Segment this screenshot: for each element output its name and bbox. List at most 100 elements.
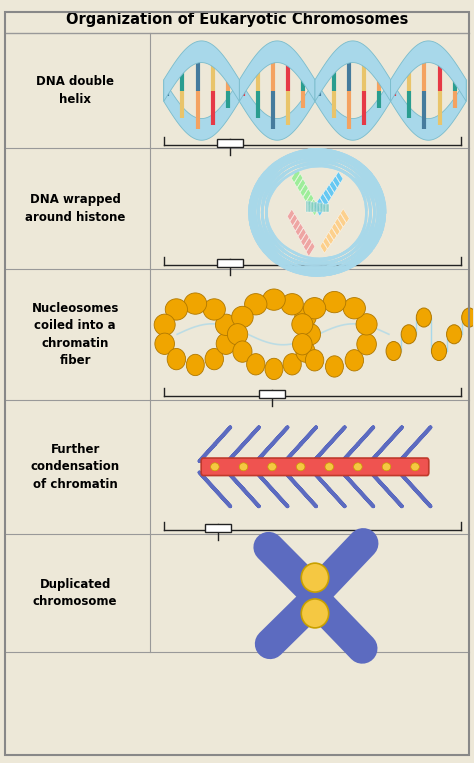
- Ellipse shape: [292, 314, 313, 335]
- Ellipse shape: [462, 308, 474, 327]
- Text: Organization of Eukaryotic Chromosomes: Organization of Eukaryotic Chromosomes: [66, 12, 408, 27]
- Polygon shape: [200, 472, 230, 507]
- Ellipse shape: [357, 333, 376, 355]
- Ellipse shape: [416, 308, 431, 327]
- Polygon shape: [317, 198, 325, 211]
- Ellipse shape: [239, 463, 248, 471]
- Polygon shape: [306, 243, 315, 256]
- Polygon shape: [314, 472, 345, 507]
- Ellipse shape: [281, 294, 303, 315]
- Polygon shape: [285, 472, 316, 507]
- Polygon shape: [343, 427, 373, 461]
- Polygon shape: [329, 227, 337, 240]
- Ellipse shape: [323, 291, 346, 313]
- Polygon shape: [309, 201, 311, 212]
- Polygon shape: [335, 218, 343, 231]
- Ellipse shape: [245, 294, 267, 315]
- Polygon shape: [329, 180, 337, 192]
- Ellipse shape: [343, 298, 365, 319]
- Ellipse shape: [165, 299, 188, 320]
- Polygon shape: [337, 214, 346, 227]
- Ellipse shape: [386, 342, 401, 361]
- Ellipse shape: [296, 463, 305, 471]
- Polygon shape: [320, 203, 323, 212]
- Ellipse shape: [326, 356, 344, 377]
- Polygon shape: [200, 427, 230, 461]
- Polygon shape: [239, 79, 315, 140]
- Ellipse shape: [305, 349, 324, 371]
- Polygon shape: [332, 223, 340, 236]
- Ellipse shape: [303, 298, 326, 319]
- Polygon shape: [320, 242, 327, 253]
- Ellipse shape: [411, 463, 419, 471]
- Polygon shape: [318, 203, 320, 212]
- Polygon shape: [295, 224, 303, 236]
- Polygon shape: [311, 202, 314, 212]
- Ellipse shape: [263, 289, 285, 311]
- Polygon shape: [290, 214, 297, 226]
- Ellipse shape: [382, 463, 391, 471]
- Polygon shape: [333, 176, 340, 188]
- Polygon shape: [239, 41, 315, 101]
- Polygon shape: [343, 472, 373, 507]
- Ellipse shape: [205, 349, 223, 370]
- Polygon shape: [285, 427, 316, 461]
- FancyBboxPatch shape: [259, 390, 285, 398]
- Polygon shape: [303, 237, 312, 251]
- Polygon shape: [297, 179, 306, 192]
- Ellipse shape: [216, 314, 237, 336]
- Ellipse shape: [232, 306, 253, 327]
- Polygon shape: [323, 189, 331, 202]
- Text: DNA wrapped
around histone: DNA wrapped around histone: [25, 193, 125, 224]
- Polygon shape: [292, 169, 300, 182]
- FancyBboxPatch shape: [201, 458, 429, 475]
- Polygon shape: [164, 79, 239, 140]
- Polygon shape: [306, 194, 314, 206]
- Polygon shape: [287, 209, 294, 221]
- Polygon shape: [298, 228, 306, 241]
- Polygon shape: [294, 174, 303, 187]
- Polygon shape: [303, 189, 311, 201]
- Polygon shape: [371, 472, 402, 507]
- Text: Further
condensation
of chromatin: Further condensation of chromatin: [30, 443, 120, 491]
- Polygon shape: [391, 41, 466, 101]
- Polygon shape: [306, 201, 308, 212]
- FancyBboxPatch shape: [217, 139, 243, 147]
- Text: Nucleosomes
coiled into a
chromatin
fiber: Nucleosomes coiled into a chromatin fibe…: [31, 301, 119, 367]
- Ellipse shape: [296, 341, 315, 362]
- Polygon shape: [228, 472, 259, 507]
- Ellipse shape: [268, 463, 276, 471]
- Polygon shape: [323, 204, 326, 212]
- Ellipse shape: [301, 599, 328, 628]
- Polygon shape: [400, 472, 430, 507]
- Ellipse shape: [300, 324, 320, 345]
- Ellipse shape: [447, 325, 462, 344]
- Polygon shape: [327, 185, 334, 197]
- Polygon shape: [309, 199, 316, 211]
- Polygon shape: [228, 427, 259, 461]
- Polygon shape: [400, 427, 430, 461]
- Polygon shape: [391, 79, 466, 140]
- Ellipse shape: [216, 333, 236, 355]
- FancyBboxPatch shape: [205, 524, 231, 533]
- Ellipse shape: [301, 563, 328, 592]
- Ellipse shape: [228, 324, 248, 345]
- Polygon shape: [314, 202, 322, 216]
- Ellipse shape: [246, 353, 265, 375]
- Ellipse shape: [283, 353, 301, 375]
- Polygon shape: [300, 184, 308, 197]
- Ellipse shape: [292, 333, 312, 355]
- Ellipse shape: [356, 314, 377, 335]
- Ellipse shape: [155, 333, 174, 355]
- Polygon shape: [257, 427, 287, 461]
- FancyBboxPatch shape: [217, 259, 243, 267]
- Polygon shape: [293, 219, 300, 231]
- Text: Duplicated
chromosome: Duplicated chromosome: [33, 578, 118, 608]
- Polygon shape: [301, 233, 309, 246]
- Ellipse shape: [154, 314, 175, 336]
- Ellipse shape: [210, 463, 219, 471]
- Text: DNA double
helix: DNA double helix: [36, 76, 114, 106]
- Ellipse shape: [325, 463, 334, 471]
- Polygon shape: [320, 193, 328, 207]
- Ellipse shape: [295, 306, 316, 327]
